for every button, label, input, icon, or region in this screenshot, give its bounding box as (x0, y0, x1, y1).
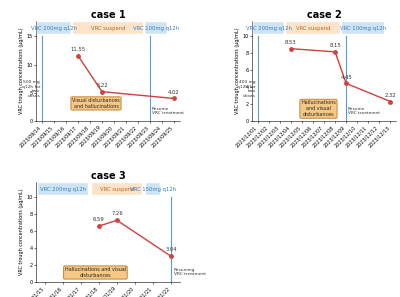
Title: case 1: case 1 (91, 10, 125, 20)
Point (96, 224, 102, 228)
Text: 8.15: 8.15 (329, 43, 341, 48)
Text: Resuming
VRC treatment: Resuming VRC treatment (174, 268, 206, 276)
Text: VRC 100mg q12h: VRC 100mg q12h (133, 26, 179, 31)
Text: VRC suspend: VRC suspend (100, 187, 134, 192)
Text: 5.22: 5.22 (96, 83, 108, 88)
Text: Resume
VRC treatment: Resume VRC treatment (348, 107, 380, 116)
Point (114, 218, 120, 223)
FancyBboxPatch shape (286, 23, 340, 34)
Text: Hallucinations and visual
disturbances: Hallucinations and visual disturbances (65, 267, 126, 278)
Text: VRC 200mg q12h: VRC 200mg q12h (40, 187, 86, 192)
Text: 4.02: 4.02 (168, 90, 180, 95)
FancyBboxPatch shape (92, 183, 142, 195)
Title: case 3: case 3 (91, 171, 125, 181)
Text: 4.45: 4.45 (340, 75, 352, 80)
FancyBboxPatch shape (146, 183, 160, 195)
Text: VRC 200mg q12h: VRC 200mg q12h (31, 26, 77, 31)
Text: 8.53: 8.53 (285, 40, 296, 45)
Text: 3.04: 3.04 (165, 247, 177, 252)
Point (343, 81, 349, 86)
Text: 400 mg
q12h for
two
doses: 400 mg q12h for two doses (237, 80, 256, 98)
FancyBboxPatch shape (73, 23, 143, 34)
Point (75, 53, 81, 58)
Text: 2.32: 2.32 (385, 93, 396, 98)
Y-axis label: VRC trough concentrations (μg/mL): VRC trough concentrations (μg/mL) (236, 28, 240, 114)
Text: Resume
VRC treatment: Resume VRC treatment (152, 107, 184, 116)
Text: 500 mg
q12h for
two
doses: 500 mg q12h for two doses (22, 80, 40, 98)
FancyBboxPatch shape (145, 23, 167, 34)
Text: VRC suspend: VRC suspend (296, 26, 330, 31)
Point (332, 50, 338, 54)
FancyBboxPatch shape (37, 23, 71, 34)
Text: Visual disturbances
and hallucinations: Visual disturbances and hallucinations (72, 98, 120, 109)
Point (168, 254, 174, 259)
Point (171, 96, 177, 101)
FancyBboxPatch shape (342, 23, 384, 34)
Point (387, 99, 394, 104)
Point (288, 46, 294, 51)
FancyBboxPatch shape (38, 183, 88, 195)
Text: VRC suspend: VRC suspend (91, 26, 125, 31)
Y-axis label: VRC trough concentrations (μg/mL): VRC trough concentrations (μg/mL) (20, 189, 24, 275)
Text: VRC 150mg q12h: VRC 150mg q12h (130, 187, 176, 192)
Text: Hallucinations
and visual
disturbances: Hallucinations and visual disturbances (301, 100, 336, 117)
Text: 7.26: 7.26 (111, 211, 123, 217)
Point (99, 89, 105, 94)
Title: case 2: case 2 (307, 10, 341, 20)
Text: 6.59: 6.59 (93, 217, 105, 222)
Y-axis label: VRC trough concentrations (μg/mL): VRC trough concentrations (μg/mL) (20, 28, 24, 114)
Text: VRC 200mg q12h: VRC 200mg q12h (246, 26, 292, 31)
Text: 11.55: 11.55 (70, 47, 86, 52)
FancyBboxPatch shape (253, 23, 284, 34)
Text: VRC 100mg q12h: VRC 100mg q12h (340, 26, 386, 31)
